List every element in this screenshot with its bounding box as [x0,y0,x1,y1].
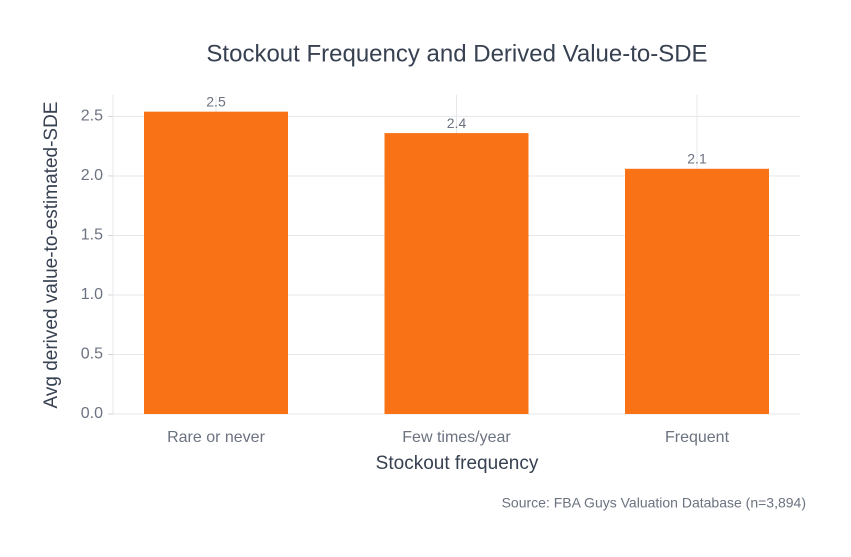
source-note: Source: FBA Guys Valuation Database (n=3… [502,495,806,511]
value-label: 2.1 [687,151,707,167]
x-tick-label: Few times/year [402,429,511,446]
chart-title: Stockout Frequency and Derived Value-to-… [206,40,707,67]
value-label: 2.4 [447,115,467,131]
bar [144,111,288,414]
x-axis-label: Stockout frequency [376,453,539,474]
y-tick-label: 0.5 [81,346,103,363]
y-tick-label: 1.5 [81,227,103,244]
y-tick-label: 0.0 [81,405,103,422]
y-tick-label: 2.0 [81,167,103,184]
bar [384,133,529,415]
x-tick-label: Frequent [665,429,730,446]
value-label: 2.5 [206,93,226,109]
y-tick-label: 1.0 [81,286,103,303]
y-tick-label: 2.5 [81,108,103,125]
x-tick-label: Rare or never [167,429,265,446]
y-axis-label: Avg derived value-to-estimated-SDE [41,102,62,409]
bar [625,168,769,414]
